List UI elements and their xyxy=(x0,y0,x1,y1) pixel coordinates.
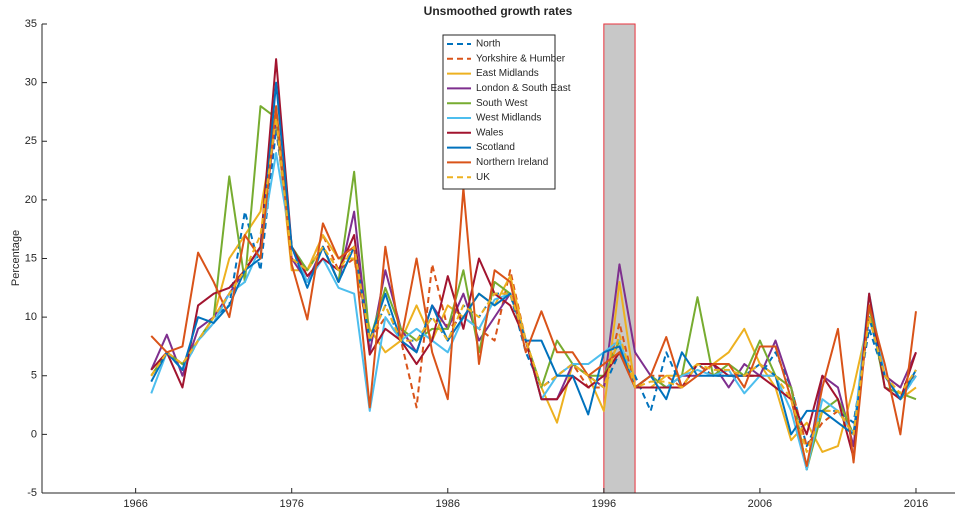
x-tick-label: 1976 xyxy=(279,498,303,510)
y-tick-label: 20 xyxy=(25,194,37,206)
y-tick-label: 0 xyxy=(31,428,37,440)
y-tick-label: 25 xyxy=(25,135,37,147)
y-tick-label: 15 xyxy=(25,252,37,264)
x-tick-label: 1996 xyxy=(592,498,616,510)
x-tick-label: 2016 xyxy=(904,498,928,510)
y-tick-label: -5 xyxy=(27,487,37,499)
legend-label: Northern Ireland xyxy=(476,157,548,168)
legend-label: London & South East xyxy=(476,83,571,94)
y-tick-label: 30 xyxy=(25,77,37,89)
legend-label: Wales xyxy=(476,127,503,138)
legend-label: North xyxy=(476,39,500,50)
series-line xyxy=(150,58,917,459)
legend-label: South West xyxy=(476,98,528,109)
y-axis-label: Percentage xyxy=(10,230,22,286)
shaded-region xyxy=(603,23,636,494)
y-tick-label: 5 xyxy=(31,370,37,382)
legend-label: West Midlands xyxy=(476,113,541,124)
x-tick-label: 2006 xyxy=(748,498,772,510)
legend-label: Yorkshire & Humber xyxy=(476,53,566,64)
series-line xyxy=(150,81,917,436)
series-line xyxy=(150,116,917,453)
legend: North Yorkshire & Humber East Midlands Lond… xyxy=(442,34,571,190)
x-tick-label: 1966 xyxy=(123,498,147,510)
legend-label: Scotland xyxy=(476,142,515,153)
y-tick-label: 35 xyxy=(25,18,37,30)
legend-label: UK xyxy=(476,172,490,183)
x-tick-label: 1986 xyxy=(436,498,460,510)
legend-label: East Midlands xyxy=(476,68,539,79)
chart-title: Unsmoothed growth rates xyxy=(424,4,573,18)
y-tick-label: 10 xyxy=(25,311,37,323)
